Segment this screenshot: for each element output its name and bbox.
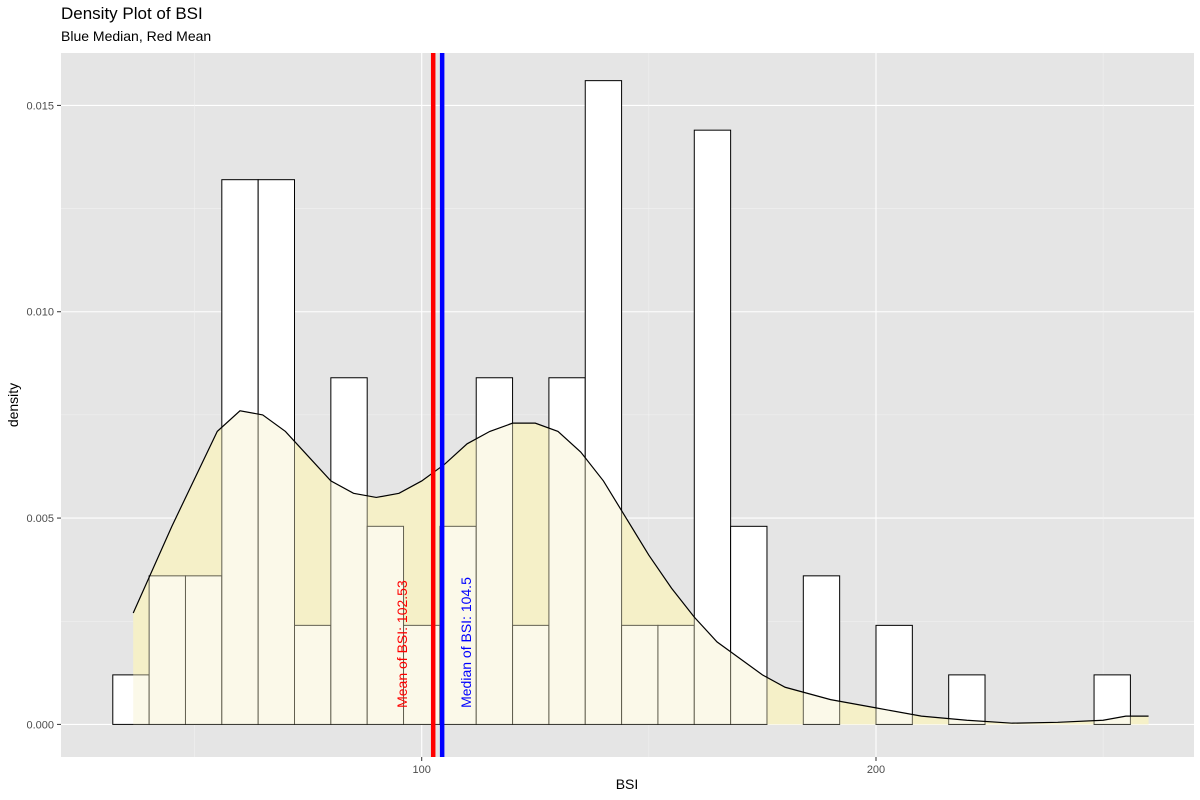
histogram-bars <box>112 80 1131 725</box>
histogram-bar <box>439 525 477 725</box>
y-tick-label: 0.010 <box>26 307 54 319</box>
histogram-bar <box>112 674 150 725</box>
density-area-overlay <box>133 410 1149 725</box>
histogram-bar <box>621 624 659 725</box>
y-tick-label: 0.005 <box>26 513 54 525</box>
x-tick-label: 200 <box>867 764 885 776</box>
histogram-bar <box>294 624 332 725</box>
histogram-bar <box>148 575 186 725</box>
histogram-bar <box>802 575 841 725</box>
histogram-bar <box>257 179 296 725</box>
histogram-bar <box>184 575 223 725</box>
chart-title: Density Plot of BSI <box>61 4 203 23</box>
x-axis-title: BSI <box>616 776 639 792</box>
y-tick-label: 0.015 <box>26 100 54 112</box>
histogram-bar <box>584 80 623 725</box>
y-axis-title: density <box>5 383 21 427</box>
mean-label: Mean of BSI: 102.53 <box>394 580 410 708</box>
histogram-bar <box>948 674 986 725</box>
histogram-bar <box>221 179 259 725</box>
histogram-bar <box>330 377 368 725</box>
density-curve-line <box>132 410 1149 724</box>
reference-lines: Mean of BSI: 102.53 Median of BSI: 104.5 <box>394 53 474 757</box>
histogram-bar <box>693 129 732 725</box>
histogram-bar <box>875 624 913 725</box>
chart-subtitle: Blue Median, Red Mean <box>61 28 212 44</box>
y-tick-label: 0.000 <box>26 719 54 731</box>
x-tick-label: 100 <box>413 764 431 776</box>
median-label: Median of BSI: 104.5 <box>458 577 474 708</box>
histogram-bar <box>366 525 405 725</box>
histogram-bar <box>730 525 768 725</box>
grid-lines <box>61 53 1194 757</box>
density-line-layer <box>132 410 1149 725</box>
axes: 0.000 0.005 0.010 0.015 100 200 <box>26 100 885 776</box>
